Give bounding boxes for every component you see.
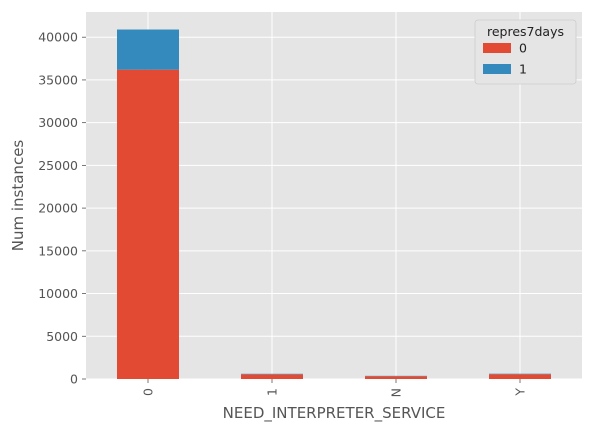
bar-0-series-0	[117, 69, 179, 380]
x-axis-label: NEED_INTERPRETER_SERVICE	[223, 404, 446, 423]
bar-0-series-1	[117, 29, 179, 70]
legend: repres7days 0 1	[474, 19, 577, 85]
legend-swatch-0	[483, 43, 511, 53]
x-axis-ticks: 0 1 N Y	[141, 379, 528, 397]
y-tick-label: 30000	[38, 115, 78, 130]
y-axis-ticks: 0 5000 10000 15000 20000 25000 30000 35000 40000	[38, 30, 86, 387]
x-tick-label: Y	[513, 388, 528, 397]
y-tick-label: 5000	[46, 329, 78, 344]
bar-1-series-0	[241, 374, 303, 379]
y-tick-label: 15000	[38, 243, 78, 258]
y-axis-label: Num instances	[9, 140, 27, 252]
legend-label-1: 1	[519, 62, 527, 77]
legend-label-0: 0	[519, 41, 527, 56]
y-tick-label: 0	[70, 372, 78, 387]
bar-Y-series-1	[489, 373, 551, 375]
y-tick-label: 40000	[38, 30, 78, 45]
bar-N-series-0	[365, 376, 427, 379]
legend-title: repres7days	[487, 24, 564, 39]
bar-1-series-1	[241, 373, 303, 375]
bar-Y-series-0	[489, 374, 551, 379]
x-tick-label: N	[389, 388, 404, 397]
y-tick-label: 10000	[38, 286, 78, 301]
x-tick-label: 0	[141, 388, 156, 396]
y-tick-label: 25000	[38, 158, 78, 173]
bars	[117, 29, 551, 380]
y-tick-label: 20000	[38, 201, 78, 216]
legend-swatch-1	[483, 64, 511, 74]
x-tick-label: 1	[265, 388, 280, 396]
y-tick-label: 35000	[38, 72, 78, 87]
